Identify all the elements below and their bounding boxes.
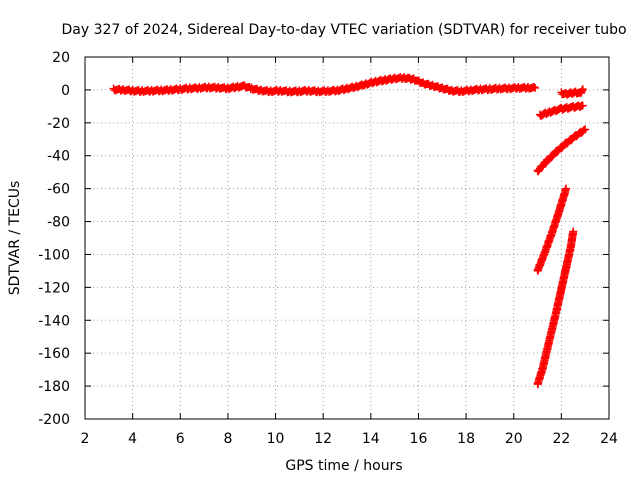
chart-title: Day 327 of 2024, Sidereal Day-to-day VTE…	[61, 22, 626, 38]
x-tick-label: 14	[362, 431, 380, 447]
data-point	[529, 83, 538, 92]
x-tick-label: 10	[267, 431, 285, 447]
tick-labels: 2 4 6 8 10 12 14 16 18 20 22 24200-20-40-60-80-100-…	[38, 50, 618, 447]
x-tick-label: 18	[457, 431, 475, 447]
data-point	[579, 126, 588, 135]
y-axis-label: SDTVAR / TECUs	[7, 181, 23, 296]
x-tick-label: 4	[128, 431, 137, 447]
x-axis-label: GPS time / hours	[285, 458, 402, 474]
y-tick-label: -160	[38, 346, 70, 362]
x-tick-label: 24	[600, 431, 618, 447]
x-tick-label: 22	[552, 431, 570, 447]
y-tick-label: -60	[47, 182, 70, 198]
y-tick-label: 0	[61, 83, 70, 99]
y-tick-label: -80	[47, 215, 70, 231]
x-tick-label: 12	[314, 431, 332, 447]
data-point	[562, 184, 571, 193]
data-point	[531, 83, 540, 92]
y-tick-label: -100	[38, 247, 70, 263]
data-point	[581, 125, 590, 134]
y-tick-label: -180	[38, 379, 70, 395]
x-tick-label: 20	[505, 431, 523, 447]
x-tick-label: 8	[223, 431, 232, 447]
data-points	[109, 72, 590, 389]
data-point	[578, 85, 587, 94]
grid	[84, 56, 610, 420]
y-tick-label: -40	[47, 149, 70, 165]
x-tick-label: 16	[410, 431, 428, 447]
y-tick-label: -120	[38, 280, 70, 296]
x-tick-label: 2	[81, 431, 90, 447]
y-tick-label: 20	[52, 50, 70, 66]
y-tick-label: -140	[38, 313, 70, 329]
data-point	[569, 227, 578, 236]
x-tick-label: 6	[176, 431, 185, 447]
plot-frame	[84, 56, 610, 420]
y-tick-label: -20	[47, 116, 70, 132]
data-point	[578, 101, 587, 110]
y-tick-label: -200	[38, 412, 70, 428]
